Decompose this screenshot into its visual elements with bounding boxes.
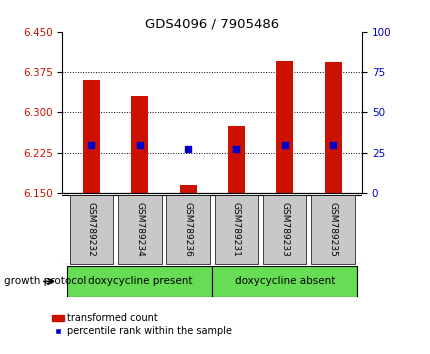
Text: doxycycline absent: doxycycline absent (234, 276, 334, 286)
Title: GDS4096 / 7905486: GDS4096 / 7905486 (145, 18, 279, 31)
FancyBboxPatch shape (212, 266, 356, 297)
Text: GSM789235: GSM789235 (328, 202, 337, 257)
Legend: transformed count, percentile rank within the sample: transformed count, percentile rank withi… (48, 310, 236, 340)
FancyBboxPatch shape (70, 195, 113, 264)
Text: GSM789233: GSM789233 (280, 202, 289, 257)
Bar (131, 96, 148, 193)
Text: doxycycline present: doxycycline present (87, 276, 192, 286)
FancyBboxPatch shape (166, 195, 209, 264)
Text: GSM789232: GSM789232 (87, 202, 96, 257)
Bar (324, 62, 341, 193)
FancyBboxPatch shape (118, 195, 161, 264)
Text: growth protocol: growth protocol (4, 276, 86, 286)
Text: GSM789236: GSM789236 (183, 202, 192, 257)
Bar (227, 126, 244, 193)
FancyBboxPatch shape (67, 266, 212, 297)
Text: GSM789231: GSM789231 (231, 202, 240, 257)
Text: GSM789234: GSM789234 (135, 202, 144, 257)
Bar (83, 80, 100, 193)
FancyBboxPatch shape (214, 195, 258, 264)
Bar (276, 61, 292, 193)
FancyBboxPatch shape (310, 195, 354, 264)
Bar (179, 185, 196, 193)
FancyBboxPatch shape (262, 195, 306, 264)
